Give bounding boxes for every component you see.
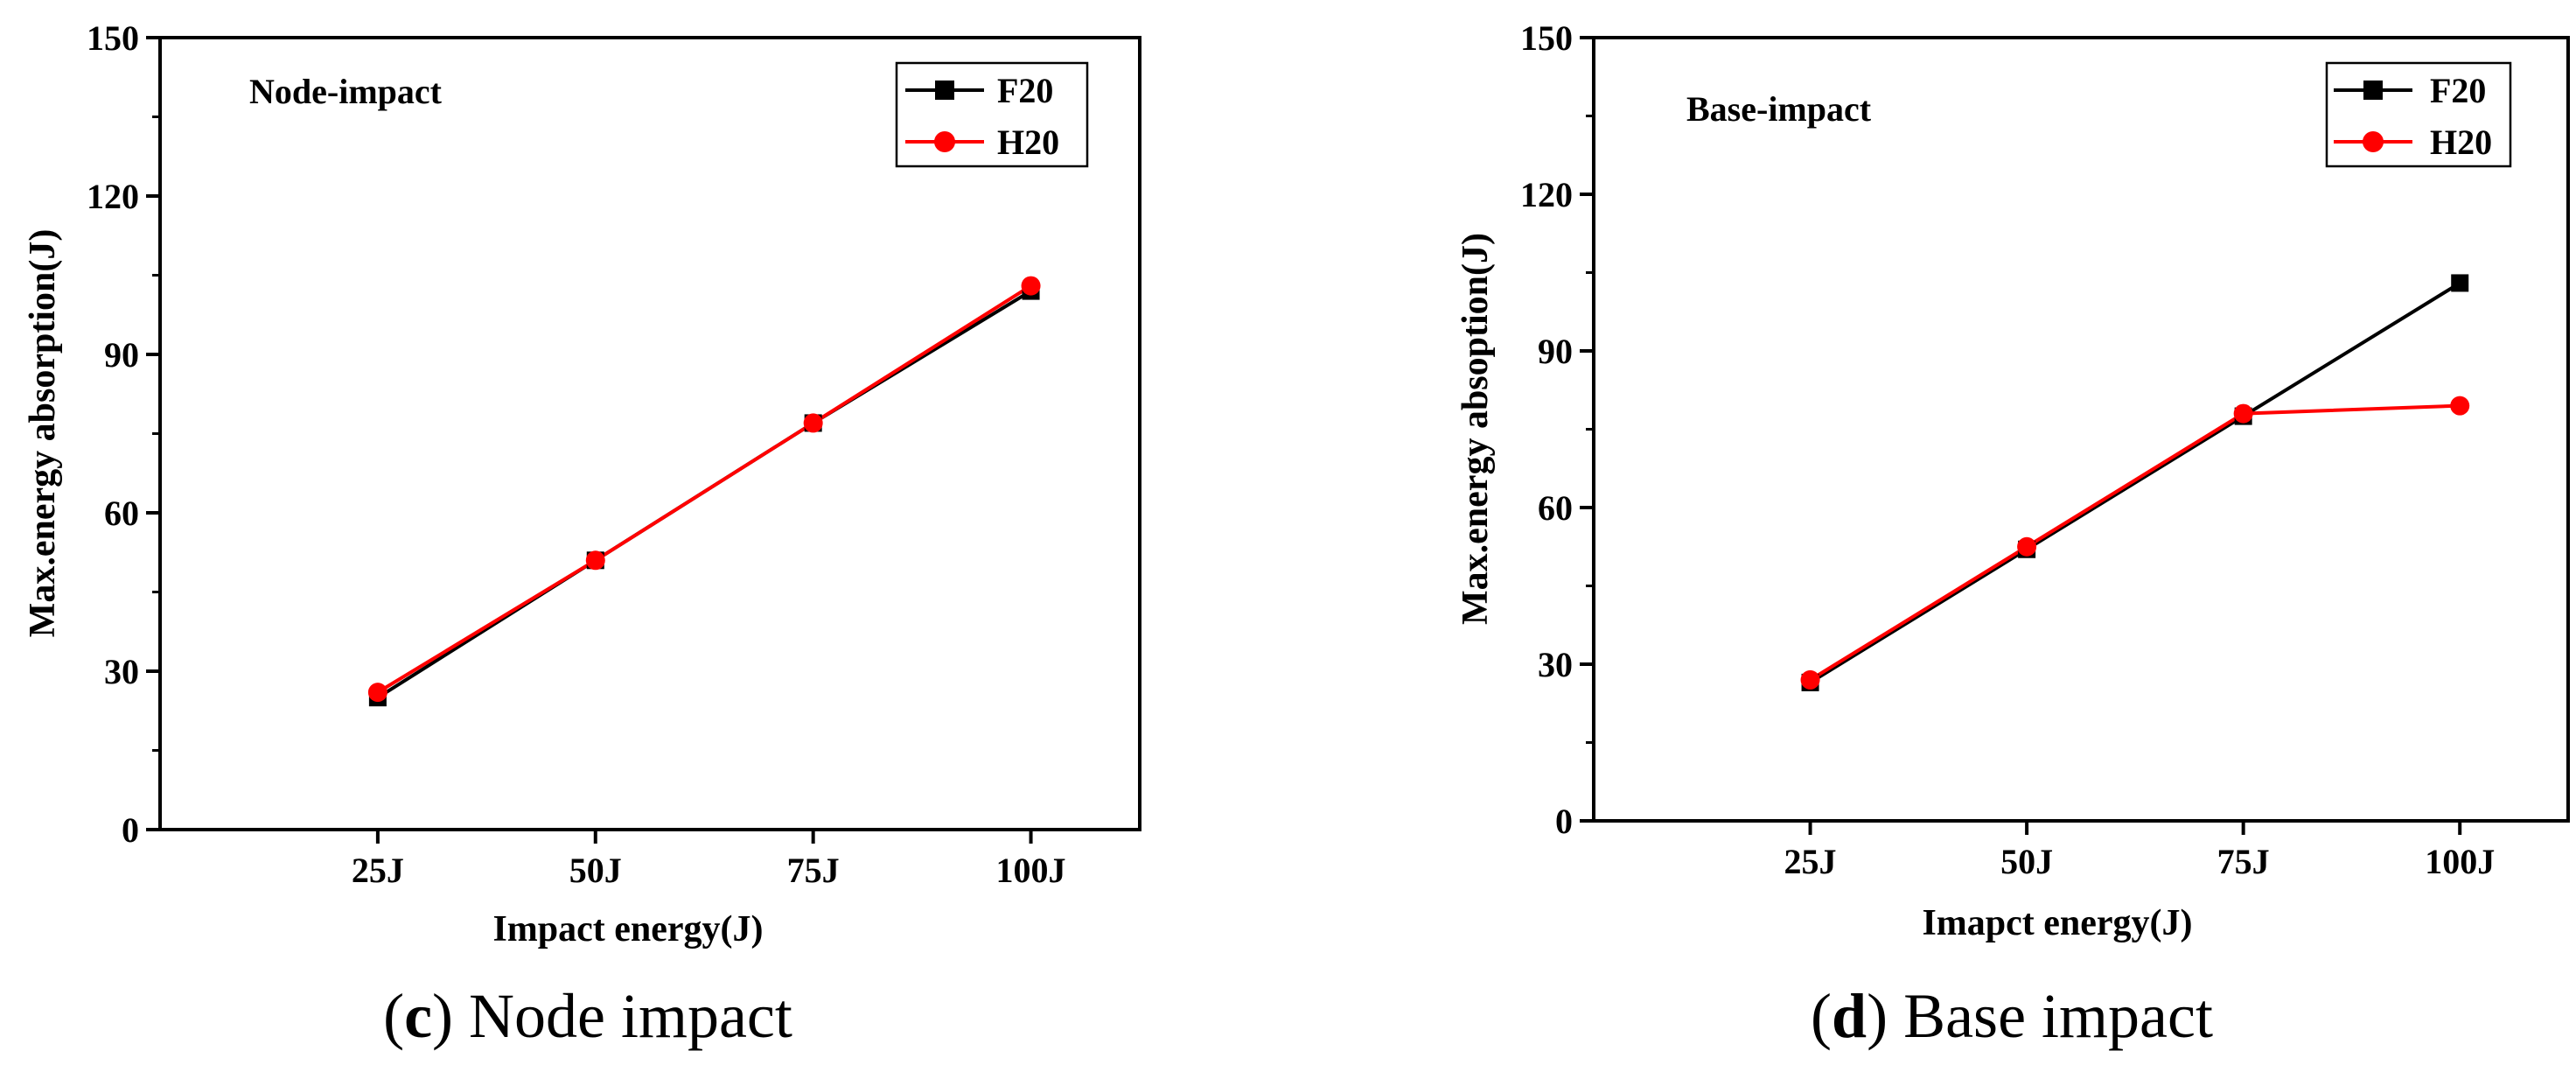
y-tick-label: 150 bbox=[87, 18, 139, 58]
series-line-h20 bbox=[1809, 403, 2461, 682]
x-tick-label: 75J bbox=[787, 851, 840, 890]
series-layer bbox=[1800, 274, 2470, 691]
y-tick-label: 90 bbox=[104, 335, 139, 375]
chart-panel-node-impact: Node-impact Impact energy(J) Max.energy … bbox=[23, 18, 1141, 1051]
caption-letter: c bbox=[404, 981, 432, 1051]
legend: F20 H20 bbox=[895, 61, 1089, 168]
series-line-f20 bbox=[1809, 281, 2461, 684]
x-tick-label: 75J bbox=[2217, 842, 2270, 881]
series-line-f20 bbox=[376, 289, 1032, 699]
caption-text: Node impact bbox=[469, 981, 792, 1051]
y-tick-label: 30 bbox=[1538, 645, 1573, 684]
legend-label-h20: H20 bbox=[997, 123, 1059, 162]
legend-label-f20: F20 bbox=[2430, 71, 2486, 110]
legend-marker-h20 bbox=[2363, 131, 2384, 152]
data-point-h20 bbox=[1021, 276, 1041, 296]
data-point-h20 bbox=[2450, 396, 2470, 416]
panel-caption: (d) Base impact bbox=[1811, 981, 2213, 1051]
y-tick-label: 60 bbox=[1538, 488, 1573, 528]
panel-title: Base-impact bbox=[1686, 89, 1872, 129]
x-tick-label: 100J bbox=[996, 851, 1066, 890]
y-tick-label: 150 bbox=[1520, 18, 1573, 58]
legend-marker-h20 bbox=[934, 131, 955, 152]
y-tick-label: 90 bbox=[1538, 332, 1573, 371]
y-axis-label: Max.energy absorption(J) bbox=[23, 229, 63, 638]
series-line-h20 bbox=[376, 284, 1032, 694]
x-axis-label: Impact energy(J) bbox=[492, 909, 763, 949]
data-point-h20 bbox=[585, 550, 605, 571]
y-tick-label: 0 bbox=[122, 810, 139, 850]
axis-ticks: 0 30 60 90 120 150 25J 50J 75J 100J bbox=[1520, 18, 2495, 881]
caption-letter: d bbox=[1832, 981, 1867, 1051]
caption-text: Base impact bbox=[1903, 981, 2213, 1051]
chart-panel-base-impact: Base-impact Imapct energy(J) Max.energy … bbox=[1456, 18, 2570, 1051]
legend-box bbox=[895, 61, 1089, 168]
data-point-h20 bbox=[803, 413, 823, 433]
y-tick-label: 30 bbox=[104, 652, 139, 691]
data-point-f20 bbox=[2451, 274, 2469, 292]
data-point-h20 bbox=[2233, 403, 2253, 424]
x-tick-label: 25J bbox=[352, 851, 404, 890]
legend-label-f20: F20 bbox=[997, 71, 1053, 110]
series-layer bbox=[367, 276, 1041, 707]
x-tick-label: 50J bbox=[569, 851, 622, 890]
legend-marker-f20 bbox=[2363, 81, 2383, 100]
legend-box bbox=[2325, 61, 2512, 168]
y-tick-label: 120 bbox=[1520, 175, 1573, 214]
legend-marker-f20 bbox=[935, 81, 954, 100]
legend: F20 H20 bbox=[2325, 61, 2512, 168]
x-tick-label: 25J bbox=[1784, 842, 1837, 881]
y-tick-label: 120 bbox=[87, 177, 139, 216]
data-point-h20 bbox=[367, 683, 387, 703]
y-tick-label: 60 bbox=[104, 494, 139, 533]
data-point-h20 bbox=[1800, 669, 1820, 690]
panel-caption: (c) Node impact bbox=[383, 981, 792, 1051]
axis-ticks: 0 30 60 90 120 150 25J 50J 75J 100J bbox=[87, 18, 1066, 890]
legend-label-h20: H20 bbox=[2430, 123, 2492, 162]
y-tick-label: 0 bbox=[1555, 802, 1573, 841]
x-tick-label: 100J bbox=[2425, 842, 2495, 881]
x-tick-label: 50J bbox=[2000, 842, 2053, 881]
y-axis-label: Max.energy absoption(J) bbox=[1456, 233, 1496, 625]
panel-title: Node-impact bbox=[249, 72, 443, 111]
data-point-h20 bbox=[2017, 536, 2037, 557]
x-axis-label: Imapct energy(J) bbox=[1922, 903, 2192, 943]
